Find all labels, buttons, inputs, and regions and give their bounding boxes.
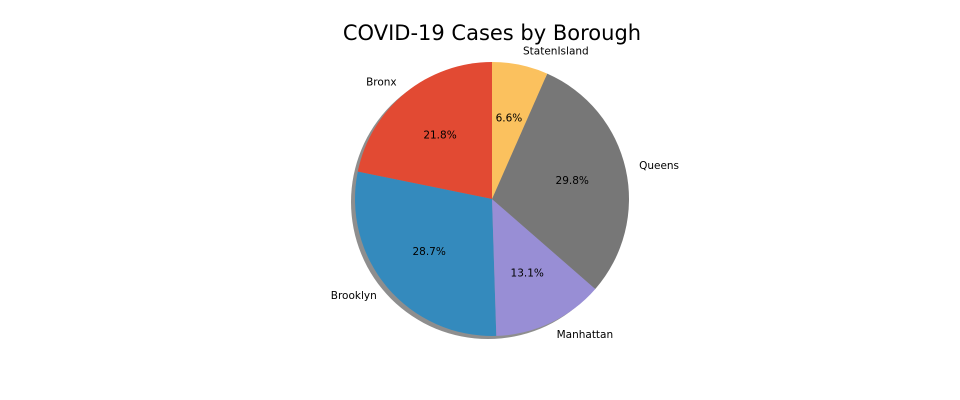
pct-label-brooklyn: 28.7%: [412, 246, 445, 258]
pie-slice-queens: [492, 73, 629, 289]
slice-label-queens: Queens: [639, 160, 679, 172]
pct-label-manhattan: 13.1%: [511, 267, 544, 279]
pct-label-statenisland: 6.6%: [496, 113, 523, 125]
pie-slice-manhattan: [492, 199, 596, 336]
pie-slice-bronx: [357, 62, 492, 199]
pct-label-bronx: 21.8%: [423, 129, 456, 141]
slice-label-manhattan: Manhattan: [557, 329, 614, 341]
pie-slice-brooklyn: [355, 171, 497, 336]
slice-label-statenisland: StatenIsland: [523, 46, 589, 58]
pct-label-queens: 29.8%: [556, 175, 589, 187]
slice-label-bronx: Bronx: [366, 76, 397, 88]
chart-title: COVID-19 Cases by Borough: [342, 21, 642, 45]
pie-slice-statenisland: [492, 62, 548, 199]
slice-label-brooklyn: Brooklyn: [331, 290, 377, 302]
